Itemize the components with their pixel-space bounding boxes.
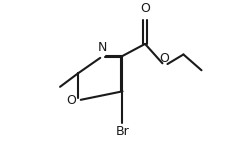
Text: O: O <box>66 94 76 107</box>
Text: O: O <box>160 52 170 65</box>
Text: methyl: methyl <box>54 87 59 88</box>
Text: N: N <box>98 41 108 54</box>
Text: O: O <box>140 2 150 15</box>
Text: Br: Br <box>116 125 129 139</box>
